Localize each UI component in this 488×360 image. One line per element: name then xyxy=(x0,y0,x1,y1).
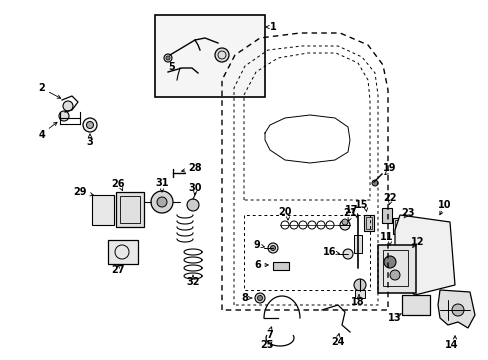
Bar xyxy=(108,240,138,264)
Bar xyxy=(392,218,402,234)
Text: 23: 23 xyxy=(401,208,414,218)
Circle shape xyxy=(151,191,173,213)
Polygon shape xyxy=(394,215,454,295)
Circle shape xyxy=(157,197,167,207)
Circle shape xyxy=(451,304,463,316)
Text: 20: 20 xyxy=(278,207,291,217)
Text: 16: 16 xyxy=(323,247,336,257)
Circle shape xyxy=(257,296,262,301)
Polygon shape xyxy=(437,290,474,328)
Bar xyxy=(116,192,143,227)
Bar xyxy=(155,15,264,97)
Text: 3: 3 xyxy=(86,137,93,147)
Text: 21: 21 xyxy=(343,208,356,218)
Bar xyxy=(354,290,364,298)
Text: 5: 5 xyxy=(168,62,175,72)
Bar xyxy=(381,208,391,223)
Circle shape xyxy=(389,270,399,280)
Circle shape xyxy=(163,54,172,62)
Text: 17: 17 xyxy=(345,205,358,215)
Text: 18: 18 xyxy=(350,297,364,307)
Circle shape xyxy=(383,256,395,268)
Text: 13: 13 xyxy=(387,313,401,323)
Bar xyxy=(394,220,400,232)
Bar xyxy=(401,295,429,315)
Text: 2: 2 xyxy=(39,83,45,93)
Circle shape xyxy=(254,293,264,303)
Text: 22: 22 xyxy=(383,193,396,203)
Bar xyxy=(377,245,415,293)
Bar xyxy=(353,235,361,253)
Text: 1: 1 xyxy=(269,22,276,32)
Text: 19: 19 xyxy=(383,163,396,173)
Bar xyxy=(272,262,288,270)
Circle shape xyxy=(270,246,275,251)
Text: 28: 28 xyxy=(188,163,202,173)
Circle shape xyxy=(342,249,352,259)
Text: 11: 11 xyxy=(380,232,393,242)
Text: 9: 9 xyxy=(253,240,260,250)
Circle shape xyxy=(165,56,170,60)
Bar xyxy=(363,215,373,231)
Text: 26: 26 xyxy=(111,179,124,189)
Bar xyxy=(365,217,371,229)
Text: 10: 10 xyxy=(437,200,451,210)
Bar xyxy=(382,250,407,286)
Circle shape xyxy=(215,48,228,62)
Text: 25: 25 xyxy=(260,340,273,350)
Text: 7: 7 xyxy=(266,330,273,340)
Circle shape xyxy=(339,220,349,230)
Bar xyxy=(92,195,114,225)
Text: 30: 30 xyxy=(188,183,202,193)
Text: 24: 24 xyxy=(330,337,344,347)
Circle shape xyxy=(86,122,93,129)
Text: 14: 14 xyxy=(445,340,458,350)
Text: 4: 4 xyxy=(39,130,45,140)
Circle shape xyxy=(186,199,199,211)
Circle shape xyxy=(371,180,377,186)
Text: 31: 31 xyxy=(155,178,168,188)
Circle shape xyxy=(83,118,97,132)
Text: 8: 8 xyxy=(241,293,248,303)
Text: 29: 29 xyxy=(73,187,86,197)
Circle shape xyxy=(63,101,73,111)
Circle shape xyxy=(267,243,278,253)
Bar xyxy=(120,196,140,223)
Text: 32: 32 xyxy=(186,277,199,287)
Text: 12: 12 xyxy=(410,237,424,247)
Text: 6: 6 xyxy=(254,260,261,270)
Circle shape xyxy=(341,219,347,225)
Circle shape xyxy=(353,279,365,291)
Circle shape xyxy=(59,111,69,121)
Text: 27: 27 xyxy=(111,265,124,275)
Text: 15: 15 xyxy=(354,200,368,210)
